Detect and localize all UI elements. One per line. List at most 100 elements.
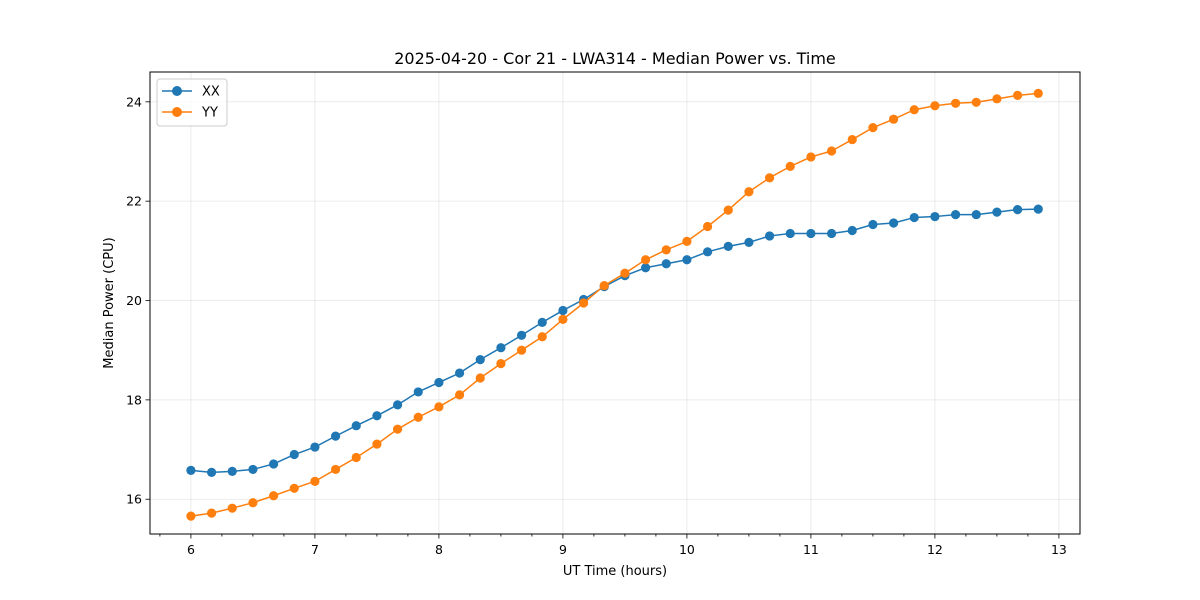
data-point-yy [764,173,775,183]
data-point-xx [992,207,1002,217]
data-point-yy [537,332,547,342]
x-tick-label: 11 [803,542,819,557]
x-tick-label: 8 [435,542,443,557]
chart-title: 2025-04-20 - Cor 21 - LWA314 - Median Po… [394,49,836,68]
data-point-yy [1012,90,1023,100]
plot-area [150,72,1080,534]
x-tick-label: 12 [927,542,943,557]
data-point-xx [434,377,444,388]
data-point-xx [372,411,382,421]
data-point-yy [620,268,630,278]
y-tick-label: 18 [126,392,142,407]
data-point-yy [682,236,692,246]
data-point-xx [289,449,299,460]
x-axis-label: UT Time (hours) [563,564,667,579]
data-point-xx [310,442,320,452]
data-point-xx [785,228,795,239]
y-tick-label: 24 [126,94,142,109]
data-point-yy [578,298,589,308]
data-point-xx [227,466,237,477]
data-point-yy [248,498,258,508]
data-point-xx [723,241,733,251]
data-point-yy [268,491,279,501]
data-point-yy [372,439,382,449]
data-point-xx [516,330,527,340]
data-point-xx [206,467,217,477]
data-point-xx [702,247,713,257]
data-point-yy [227,503,237,513]
data-point-xx [268,459,279,469]
data-point-yy [826,146,837,156]
data-point-xx [826,228,837,239]
x-tick-label: 6 [187,542,195,557]
legend: XX YY [156,78,228,127]
data-point-xx [496,343,506,353]
grid [150,72,1080,534]
data-point-yy [206,508,217,518]
data-point-xx [475,355,485,365]
data-point-yy [599,281,609,291]
data-point-xx [558,305,568,316]
x-tick-label: 9 [559,542,567,557]
data-point-xx [744,237,754,247]
data-point-yy [392,424,403,434]
data-point-yy [785,161,795,171]
data-point-yy [661,245,671,255]
data-point-yy [289,483,299,493]
data-point-xx [413,387,423,397]
x-tick-label: 10 [679,542,695,557]
data-point-yy [454,390,465,400]
data-point-yy [868,123,878,133]
data-point-xx [1033,204,1043,214]
data-point-xx [537,317,547,327]
data-point-xx [661,259,671,269]
data-point-yy [1033,88,1043,98]
data-point-yy [558,314,568,324]
data-point-yy [888,114,899,124]
data-point-yy [516,345,527,355]
y-axis-label: Median Power (CPU) [102,237,117,368]
data-point-xx [640,263,651,273]
data-point-yy [475,373,485,383]
data-point-yy [930,101,940,111]
data-point-yy [950,98,961,108]
data-point-xx [971,209,981,220]
legend-label-xx: XX [202,85,220,100]
data-point-yy [640,255,651,265]
data-point-yy [351,452,361,463]
data-point-xx [186,465,196,476]
series-layer [186,88,1043,521]
data-point-yy [909,105,919,115]
axes-frame [149,71,1081,535]
legend-label-yy: YY [201,106,218,121]
y-tick-label: 20 [126,293,142,308]
data-point-yy [434,402,444,412]
y-tick-label: 16 [126,492,142,507]
data-point-xx [930,211,940,222]
data-point-yy [413,412,423,422]
data-point-xx [806,228,816,239]
data-point-xx [950,209,961,220]
data-point-xx [868,219,878,230]
data-point-yy [806,152,816,162]
x-tick-label: 7 [311,542,319,557]
data-point-xx [248,464,258,475]
data-point-xx [888,218,899,228]
data-point-yy [496,359,506,369]
axes-layer: 6 7 8 9 10 11 12 13 16 18 20 22 24 [126,71,1081,557]
data-point-xx [847,225,857,236]
data-point-yy [971,97,981,107]
data-point-xx [1012,205,1023,215]
data-point-xx [351,421,361,431]
data-point-yy [744,187,754,197]
data-point-xx [392,400,403,410]
x-tick-label: 13 [1051,542,1067,557]
data-point-yy [186,511,196,521]
data-point-xx [454,368,465,378]
data-point-yy [702,221,713,232]
legend-marker-xx [172,86,182,96]
data-point-xx [330,431,341,441]
data-point-xx [909,212,919,223]
data-point-xx [682,255,692,265]
